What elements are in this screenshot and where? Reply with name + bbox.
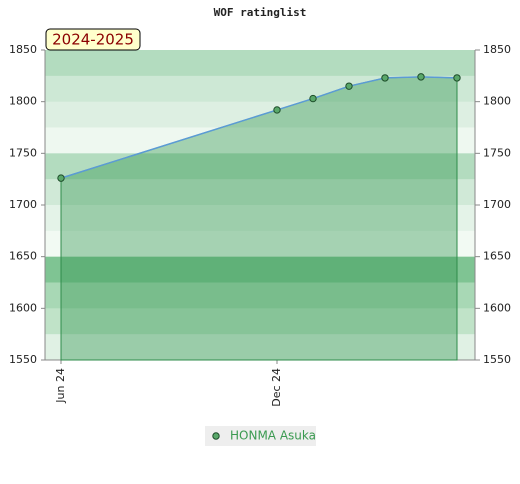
y-tick-label: 1800: [9, 95, 37, 108]
point: [309, 94, 317, 103]
chart-title: WOF ratinglist: [214, 6, 307, 19]
y2-tick-label: 1800: [483, 95, 511, 108]
background-band: [45, 256, 475, 283]
x-tick-label: Dec 24: [270, 368, 283, 407]
y-tick-label: 1650: [9, 250, 37, 263]
y-tick-label: 1600: [9, 301, 37, 314]
background-band: [45, 205, 475, 232]
point: [453, 74, 461, 82]
y2-tick-label: 1700: [483, 198, 511, 211]
point: [273, 106, 281, 114]
y2-tick-label: 1600: [483, 301, 511, 314]
badge: 2024-2025: [52, 31, 134, 49]
y-tick-label: 1700: [9, 198, 37, 211]
legend-marker: [212, 432, 220, 440]
point: [417, 73, 425, 81]
background-band: [45, 153, 475, 180]
background-band: [45, 179, 475, 206]
y2-tick-label: 1650: [483, 250, 511, 263]
legend-box: [205, 426, 316, 446]
background-band: [45, 127, 475, 154]
point: [345, 82, 353, 90]
y2-tick-label: 1750: [483, 146, 511, 159]
y-tick-label: 1850: [9, 43, 37, 56]
y-tick-label: 1750: [9, 146, 37, 159]
background-band: [45, 230, 475, 258]
background-band: [45, 308, 475, 335]
point: [57, 174, 65, 182]
y-tick-label: 1550: [9, 353, 37, 366]
point: [381, 74, 389, 82]
legend-label: HONMA Asuka: [230, 429, 316, 443]
background-band: [45, 50, 475, 77]
y2-tick-label: 1550: [483, 353, 511, 366]
background-band: [45, 282, 475, 309]
y2-tick-label: 1850: [483, 43, 511, 56]
x-tick-label: Jun 24: [54, 368, 67, 404]
background-band: [45, 334, 475, 361]
badge-box: [45, 28, 141, 51]
background-band: [45, 75, 475, 103]
